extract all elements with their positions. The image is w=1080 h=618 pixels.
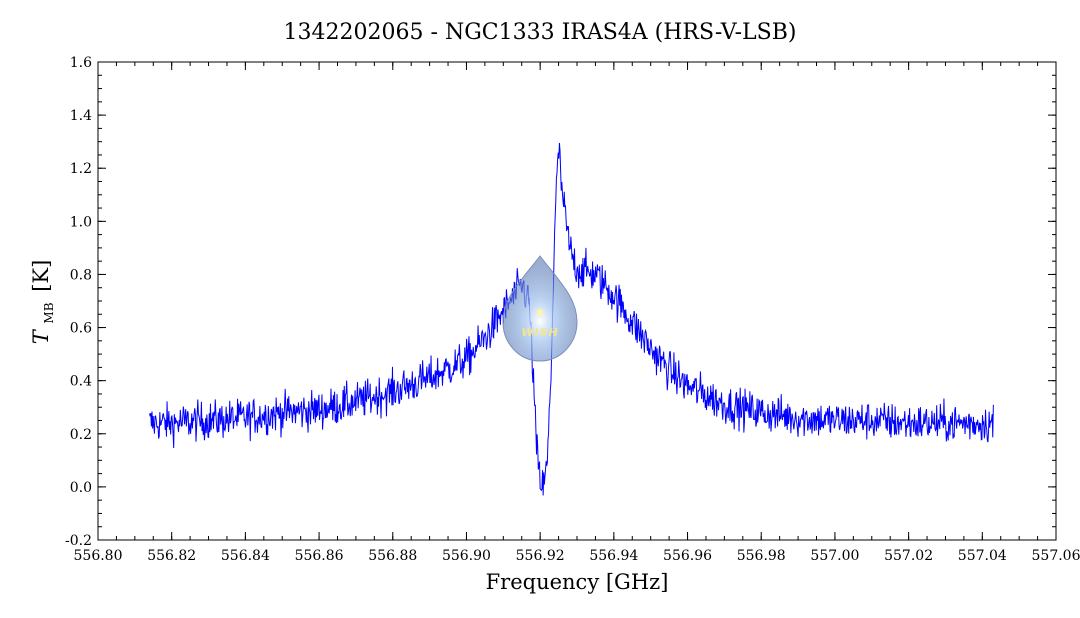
plot-frame <box>97 61 1057 541</box>
y-tick-label: 0.0 <box>70 480 92 496</box>
wish-logo-text: WISH <box>521 326 558 339</box>
y-tick-label: 1.2 <box>70 161 92 177</box>
x-tick-label: 557.02 <box>884 548 933 564</box>
y-axis-label-sub: MB <box>42 302 56 323</box>
y-tick-label: 1.6 <box>70 55 92 71</box>
y-tick-label: 0.6 <box>70 321 92 337</box>
spectrum-line <box>149 142 994 496</box>
x-tick-label: 556.94 <box>589 548 638 564</box>
y-tick-label: 0.4 <box>70 374 92 390</box>
y-tick-label: 0.8 <box>70 267 92 283</box>
y-tick-label: -0.2 <box>65 533 92 549</box>
x-tick-label: 557.06 <box>1032 548 1080 564</box>
x-tick-label: 557.04 <box>958 548 1007 564</box>
star-icon: ✶ <box>533 303 546 322</box>
wish-logo: ✶ WISH <box>502 255 578 362</box>
x-tick-label: 556.96 <box>663 548 712 564</box>
x-axis-label: Frequency [GHz] <box>486 570 669 594</box>
y-axis-label-unit: [K] <box>29 260 53 292</box>
x-tick-label: 556.86 <box>295 548 344 564</box>
x-tick-label: 556.88 <box>368 548 417 564</box>
y-tick-label: 0.2 <box>70 427 92 443</box>
y-axis-label: T MB [K] <box>29 260 58 345</box>
x-tick-label: 556.98 <box>737 548 786 564</box>
x-tick-label: 556.80 <box>74 548 123 564</box>
water-drop-icon <box>502 255 578 362</box>
svg-text:T MB [K]: T MB [K] <box>29 260 58 345</box>
x-tick-label: 556.90 <box>442 548 491 564</box>
y-axis-label-main: T <box>29 328 53 344</box>
y-axis: -0.2 0.0 0.2 0.4 0.6 0.8 1.0 1.2 1.4 1.6 <box>65 55 1056 549</box>
x-tick-label: 556.82 <box>147 548 196 564</box>
x-tick-label: 556.92 <box>516 548 565 564</box>
x-axis: 556.80 556.82 556.84 556.86 556.88 556.90 556.… <box>74 62 1080 564</box>
y-tick-label: 1.0 <box>70 214 92 230</box>
chart-title: 1342202065 - NGC1333 IRAS4A (HRS-V-LSB) <box>284 20 797 45</box>
x-tick-label: 557.00 <box>810 548 859 564</box>
y-tick-label: 1.4 <box>70 108 92 124</box>
x-tick-label: 556.84 <box>221 548 270 564</box>
